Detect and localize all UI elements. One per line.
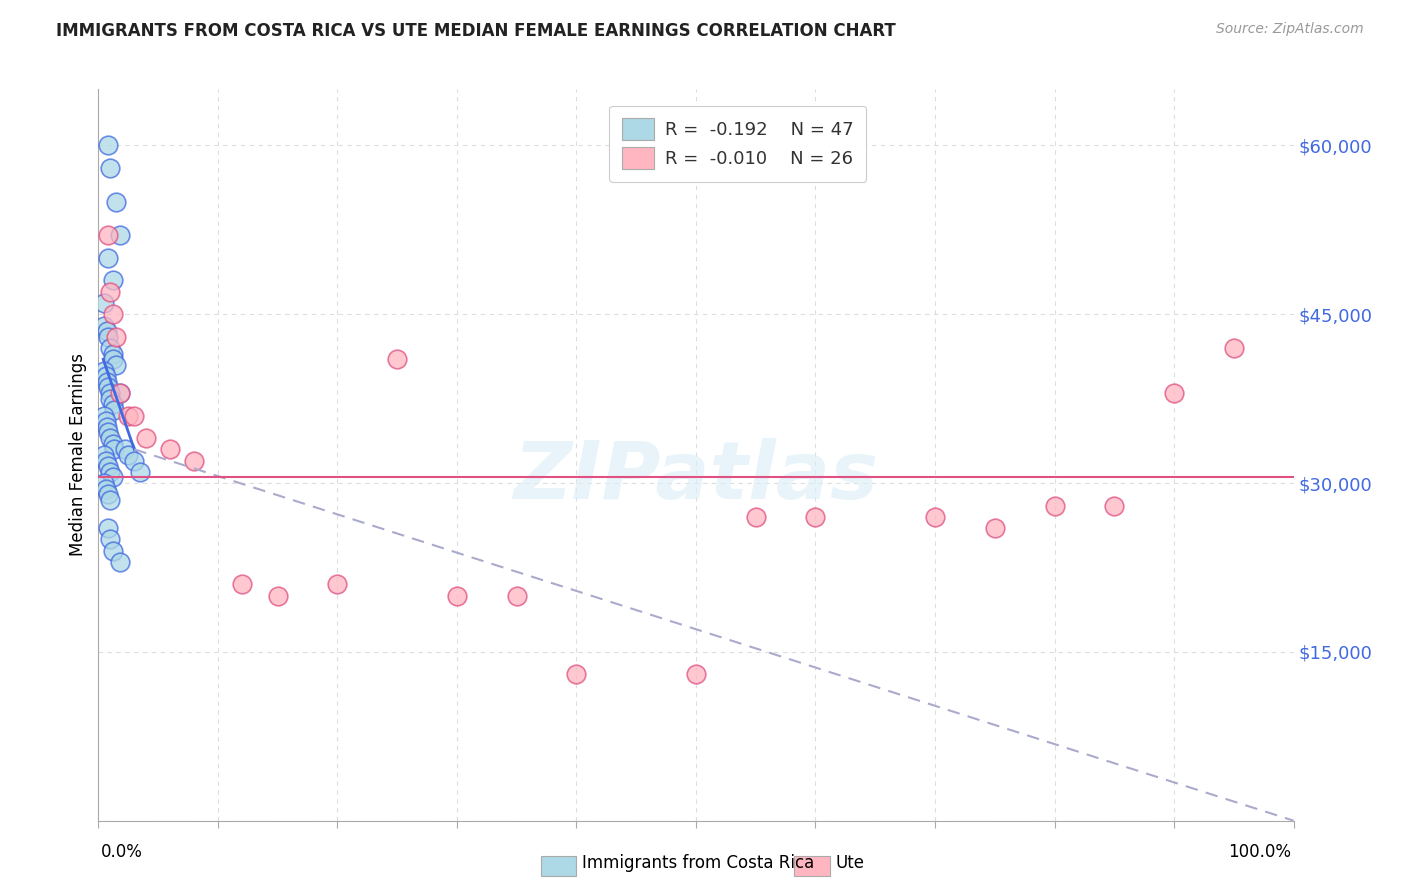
Point	[105, 194, 128, 209]
Point	[1102, 499, 1125, 513]
Point	[97, 487, 120, 501]
Point	[98, 492, 122, 507]
Point	[124, 409, 146, 423]
Point	[93, 476, 115, 491]
Point	[117, 448, 139, 462]
Point	[101, 397, 124, 411]
Point	[98, 392, 122, 406]
Point	[101, 543, 124, 558]
Point	[97, 138, 120, 153]
Point	[98, 386, 122, 401]
Point	[124, 453, 146, 467]
Point	[97, 330, 120, 344]
Point	[101, 470, 124, 484]
Point	[98, 465, 122, 479]
Point	[117, 409, 139, 423]
Text: ZIPatlas: ZIPatlas	[513, 438, 879, 516]
Point	[103, 442, 125, 457]
Point	[1163, 386, 1185, 401]
Text: Immigrants from Costa Rica: Immigrants from Costa Rica	[582, 854, 814, 871]
Point	[97, 521, 120, 535]
Point	[129, 465, 152, 479]
Point	[94, 453, 117, 467]
Point	[101, 436, 124, 450]
Point	[506, 589, 529, 603]
Point	[685, 667, 707, 681]
Point	[98, 341, 122, 355]
Point	[159, 442, 181, 457]
Point	[1043, 499, 1066, 513]
Point	[983, 521, 1005, 535]
Point	[231, 577, 253, 591]
Point	[183, 453, 205, 467]
Point	[98, 431, 122, 445]
Point	[94, 369, 117, 384]
Point	[385, 352, 409, 367]
Point	[98, 533, 122, 547]
Point	[94, 482, 117, 496]
Point	[1222, 341, 1246, 355]
Point	[446, 589, 468, 603]
Point	[105, 358, 128, 372]
Point	[745, 509, 768, 524]
Point	[101, 346, 124, 360]
Point	[101, 273, 124, 287]
Point	[97, 425, 120, 440]
Point	[114, 442, 136, 457]
Point	[108, 386, 131, 401]
Point	[97, 251, 120, 265]
Point	[105, 330, 128, 344]
Point	[565, 667, 588, 681]
Point	[804, 509, 827, 524]
Legend: R =  -0.192    N = 47, R =  -0.010    N = 26: R = -0.192 N = 47, R = -0.010 N = 26	[609, 105, 866, 182]
Point	[101, 352, 124, 367]
Point	[97, 459, 120, 474]
Text: 0.0%: 0.0%	[101, 843, 143, 861]
Point	[93, 296, 115, 310]
Point	[326, 577, 349, 591]
Point	[98, 161, 122, 175]
Text: Ute: Ute	[835, 854, 865, 871]
Point	[93, 409, 115, 423]
Point	[96, 375, 118, 389]
Y-axis label: Median Female Earnings: Median Female Earnings	[69, 353, 87, 557]
Point	[108, 386, 131, 401]
Text: 100.0%: 100.0%	[1227, 843, 1291, 861]
Text: IMMIGRANTS FROM COSTA RICA VS UTE MEDIAN FEMALE EARNINGS CORRELATION CHART: IMMIGRANTS FROM COSTA RICA VS UTE MEDIAN…	[56, 22, 896, 40]
Point	[94, 414, 117, 428]
Point	[103, 403, 125, 417]
Point	[108, 228, 131, 243]
Point	[96, 419, 118, 434]
Point	[96, 324, 118, 338]
Point	[93, 318, 115, 333]
Point	[267, 589, 290, 603]
Point	[135, 431, 157, 445]
Point	[108, 555, 131, 569]
Point	[98, 285, 122, 299]
Text: Source: ZipAtlas.com: Source: ZipAtlas.com	[1216, 22, 1364, 37]
Point	[93, 448, 115, 462]
Point	[101, 307, 124, 321]
Point	[97, 380, 120, 394]
Point	[924, 509, 946, 524]
Point	[97, 228, 120, 243]
Point	[93, 363, 115, 377]
